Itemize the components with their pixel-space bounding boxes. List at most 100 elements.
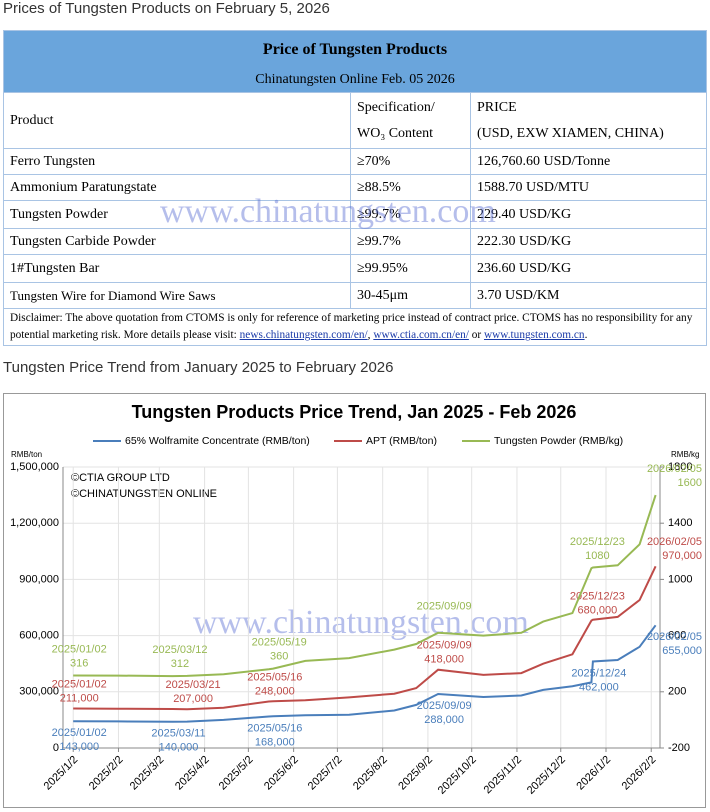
column-header: PRICE (USD, EXW XIAMEN, CHINA) <box>470 92 707 149</box>
annotation-label: 655,000 <box>662 645 702 657</box>
table-cell: 3.70 USD/KM <box>470 282 707 309</box>
annotation-date: 2025/03/11 <box>151 728 205 740</box>
annotation-label: 140,000 <box>159 742 199 754</box>
annotation-label: 168,000 <box>255 736 295 748</box>
annotation-date: 2025/12/23 <box>570 536 625 548</box>
y2-axis-label: RMB/kg <box>671 450 699 459</box>
annotation-label: 418,000 <box>424 654 464 666</box>
table-cell: Ferro Tungsten <box>3 148 351 175</box>
table-row: Ferro Tungsten ≥70% 126,760.60 USD/Tonne <box>3 148 707 175</box>
table-cell: 222.30 USD/KG <box>470 228 707 255</box>
table-cell: Ammonium Paratungstate <box>3 174 351 201</box>
chart-heading: Tungsten Price Trend from January 2025 t… <box>3 359 394 376</box>
annotation-label: 680,000 <box>578 605 618 617</box>
annotation-label: 248,000 <box>255 685 295 697</box>
annotation-date: 2025/03/21 <box>166 679 221 691</box>
table-cell: ≥99.95% <box>350 254 471 283</box>
legend-label: Tungsten Powder (RMB/kg) <box>494 435 623 447</box>
annotation-label: 211,000 <box>60 692 99 704</box>
table-cell: 229.40 USD/KG <box>470 200 707 229</box>
annotation-date: 2026/02/05 <box>647 631 702 643</box>
table-cell: 126,760.60 USD/Tonne <box>470 148 707 175</box>
table-row: Tungsten Carbide Powder ≥99.7% 222.30 USD/… <box>3 228 707 255</box>
table-cell: ≥70% <box>350 148 471 175</box>
annotation-date: 2025/05/16 <box>247 722 302 734</box>
table-cell: Tungsten Wire for Diamond Wire Saws <box>3 282 351 309</box>
annotation-label: 360 <box>270 651 288 663</box>
disclaimer-text: . <box>584 329 588 341</box>
table-cell: ≥99.7% <box>350 200 471 229</box>
annotation-label: 312 <box>171 658 189 670</box>
table-cell: 1#Tungsten Bar <box>3 254 351 283</box>
annotation-label: 1600 <box>678 477 702 489</box>
y-axis-label: RMB/ton <box>11 450 42 459</box>
annotation-date: 2025/01/02 <box>52 643 107 655</box>
link[interactable]: news.chinatungsten.com/en/ <box>239 329 368 341</box>
table-row: Ammonium Paratungstate ≥88.5% 1588.70 USD/… <box>3 174 707 201</box>
table-subtitle: Chinatungsten Online Feb. 05 2026 <box>3 68 707 93</box>
annotation-label: 462,000 <box>579 681 619 693</box>
annotation-date: 2025/09/09 <box>417 640 472 652</box>
column-header: Product <box>3 92 351 149</box>
annotation-label: 1080 <box>585 550 609 562</box>
link[interactable]: www.ctia.com.cn/en/ <box>373 329 469 341</box>
annotation-date: 2025/03/12 <box>152 644 207 656</box>
copyright: ©CHINATUNGSTEN ONLINE <box>71 488 217 500</box>
annotation-date: 2025/12/23 <box>570 591 625 603</box>
annotation-date: 2025/12/24 <box>571 667 626 679</box>
header-line: WO₃ Content <box>357 125 434 141</box>
series-line <box>73 624 657 723</box>
table-row: 1#Tungsten Bar ≥99.95% 236.60 USD/KG <box>3 254 707 283</box>
y-tick-label: 1,200,000 <box>10 517 59 529</box>
price-table: Price of Tungsten Products Chinatungsten… <box>3 30 707 346</box>
header-line: (USD, EXW XIAMEN, CHINA) <box>477 125 664 141</box>
series-line <box>73 565 657 711</box>
annotation-date: 2026/02/05 <box>647 536 702 548</box>
link[interactable]: www.tungsten.com.cn <box>483 329 585 341</box>
y2-tick-label: 200 <box>668 686 686 698</box>
disclaimer-text: Disclaimer: The above quotation from CTO… <box>10 312 693 341</box>
annotation-label: 970,000 <box>662 550 702 562</box>
table-title: Price of Tungsten Products <box>3 30 707 69</box>
column-header: Specification/WO₃ Content <box>350 92 471 149</box>
table-cell: ≥99.7% <box>350 228 471 255</box>
legend-label: APT (RMB/ton) <box>366 435 437 447</box>
y-tick-label: 300,000 <box>19 686 59 698</box>
header-line: PRICE <box>477 99 517 115</box>
y-tick-label: 1,500,000 <box>10 461 59 473</box>
page-title: Prices of Tungsten Products on February … <box>3 0 330 17</box>
annotation-date: 2026/02/05 <box>647 463 702 475</box>
y-tick-label: 0 <box>53 742 59 754</box>
y2-tick-label: 1400 <box>668 517 692 529</box>
y2-tick-label: 1000 <box>668 573 692 585</box>
legend-label: 65% Wolframite Concentrate (RMB/ton) <box>125 435 310 447</box>
chart-title: Tungsten Products Price Trend, Jan 2025 … <box>132 402 577 422</box>
annotation-label: 207,000 <box>173 693 213 705</box>
annotation-label: 143,000 <box>59 741 99 753</box>
disclaimer-text: , <box>367 329 374 341</box>
y2-tick-label: 600 <box>668 630 686 642</box>
chart-frame <box>3 393 706 808</box>
disclaimer: Disclaimer: The above quotation from CTO… <box>3 308 707 346</box>
annotation-date: 2025/05/19 <box>252 637 307 649</box>
annotation-date: 2025/01/02 <box>52 727 107 739</box>
y-tick-label: 900,000 <box>19 573 59 585</box>
table-row: Tungsten Wire for Diamond Wire Saws 30-45… <box>3 282 707 309</box>
y2-tick-label: -200 <box>668 742 690 754</box>
annotation-label: 316 <box>70 657 88 669</box>
series-line <box>73 494 657 678</box>
table-cell: 1588.70 USD/MTU <box>470 174 707 201</box>
y-tick-label: 600,000 <box>19 630 59 642</box>
annotation-date: 2025/09/09 <box>417 601 472 613</box>
header-line: Specification/ <box>357 99 435 115</box>
chart: Tungsten Products Price Trend, Jan 2025 … <box>3 393 706 808</box>
copyright: ©CTIA GROUP LTD <box>71 472 170 484</box>
table-row: Tungsten Powder ≥99.7% 229.40 USD/KG <box>3 200 707 229</box>
table-cell: 236.60 USD/KG <box>470 254 707 283</box>
disclaimer-text: or <box>468 329 484 341</box>
table-cell: Tungsten Powder <box>3 200 351 229</box>
table-cell: Tungsten Carbide Powder <box>3 228 351 255</box>
annotation-date: 2025/09/09 <box>417 700 472 712</box>
table-cell: 30-45μm <box>350 282 471 309</box>
